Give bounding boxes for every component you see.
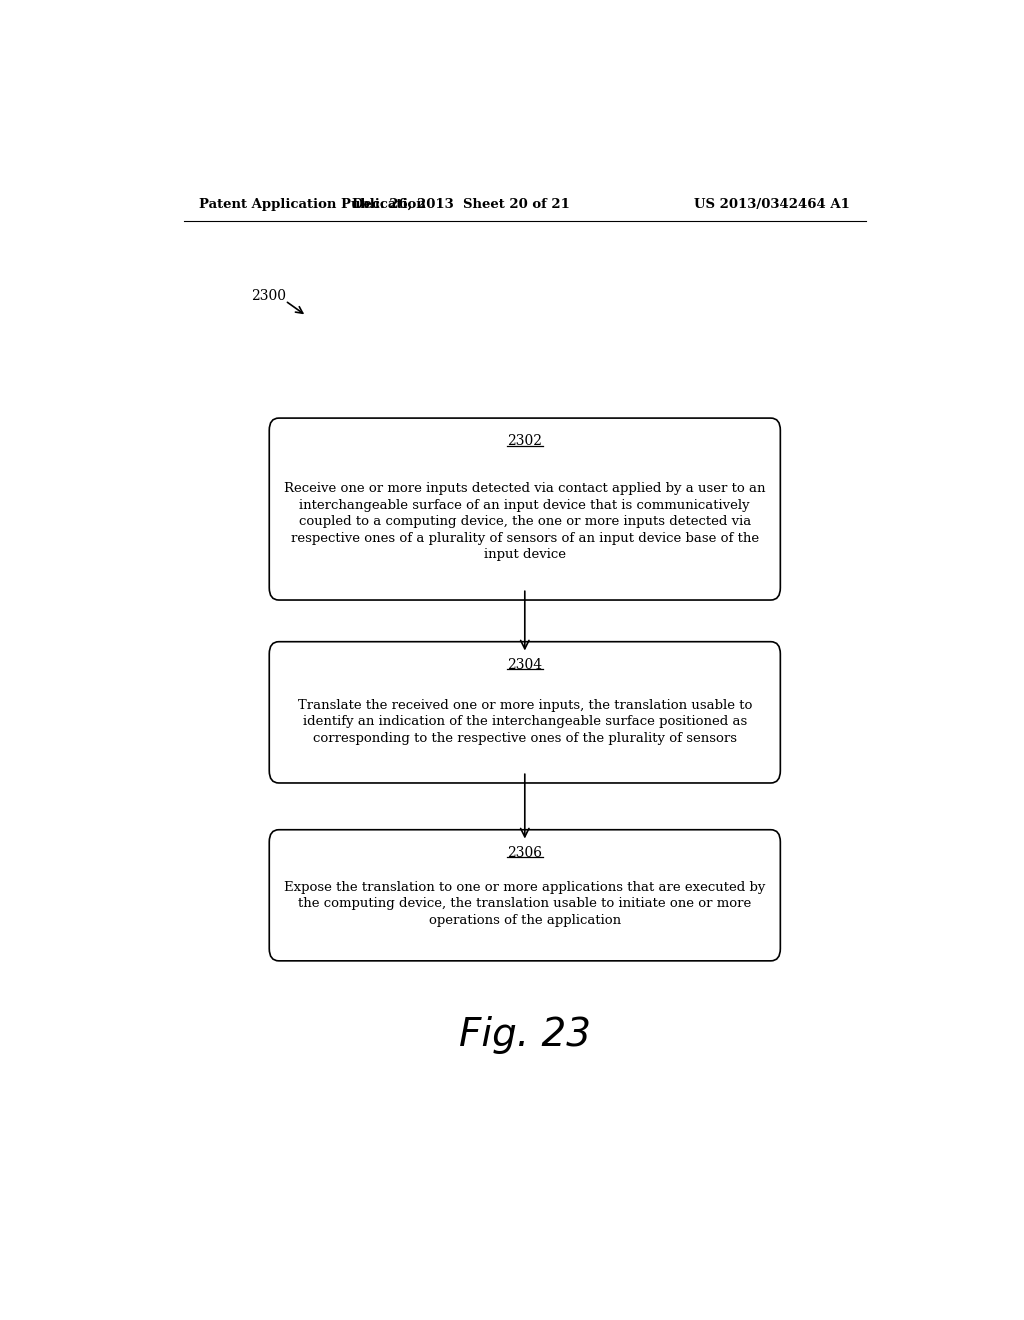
Text: Patent Application Publication: Patent Application Publication	[200, 198, 426, 211]
Text: Dec. 26, 2013  Sheet 20 of 21: Dec. 26, 2013 Sheet 20 of 21	[352, 198, 570, 211]
Text: Fig. 23: Fig. 23	[459, 1015, 591, 1053]
Text: 2302: 2302	[507, 434, 543, 449]
Text: Translate the received one or more inputs, the translation usable to
identify an: Translate the received one or more input…	[298, 698, 752, 744]
Text: 2306: 2306	[507, 846, 543, 861]
FancyBboxPatch shape	[269, 830, 780, 961]
Text: Expose the translation to one or more applications that are executed by
the comp: Expose the translation to one or more ap…	[284, 880, 766, 927]
Text: US 2013/0342464 A1: US 2013/0342464 A1	[694, 198, 850, 211]
FancyBboxPatch shape	[269, 418, 780, 601]
FancyBboxPatch shape	[269, 642, 780, 783]
Text: 2300: 2300	[251, 289, 286, 302]
Text: 2304: 2304	[507, 659, 543, 672]
Text: Receive one or more inputs detected via contact applied by a user to an
intercha: Receive one or more inputs detected via …	[284, 482, 766, 561]
